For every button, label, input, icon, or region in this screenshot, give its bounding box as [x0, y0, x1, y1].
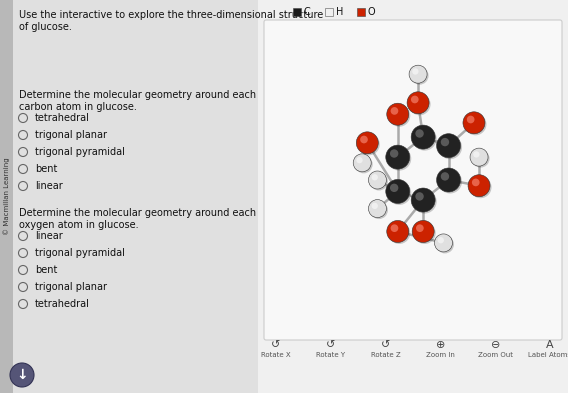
Text: ⊕: ⊕: [436, 340, 445, 350]
Text: carbon atom in glucose.: carbon atom in glucose.: [19, 102, 137, 112]
Circle shape: [391, 107, 398, 115]
Circle shape: [390, 184, 398, 192]
Bar: [293, 8, 301, 16]
Circle shape: [411, 125, 435, 149]
Text: oxygen atom in glucose.: oxygen atom in glucose.: [19, 220, 139, 230]
Bar: [0, 0, 13, 393]
Text: O: O: [368, 7, 375, 17]
Circle shape: [390, 149, 398, 158]
Text: C: C: [304, 7, 311, 17]
Text: ↺: ↺: [272, 340, 281, 350]
Text: ↓: ↓: [16, 368, 28, 382]
Circle shape: [412, 220, 434, 242]
Circle shape: [438, 135, 462, 159]
Text: trigonal pyramidal: trigonal pyramidal: [35, 147, 125, 157]
Circle shape: [370, 201, 388, 219]
Circle shape: [411, 67, 429, 84]
Circle shape: [387, 181, 411, 205]
Circle shape: [463, 112, 485, 134]
Circle shape: [358, 133, 380, 155]
Text: ↺: ↺: [381, 340, 390, 350]
Circle shape: [413, 189, 437, 213]
Circle shape: [414, 222, 436, 244]
Text: linear: linear: [35, 181, 62, 191]
Bar: [0, 0, 258, 393]
Text: of glucose.: of glucose.: [19, 22, 72, 32]
Text: Use the interactive to explore the three-dimensional structure: Use the interactive to explore the three…: [19, 10, 323, 20]
Circle shape: [467, 116, 474, 123]
Text: H: H: [336, 7, 344, 17]
Circle shape: [356, 132, 378, 154]
Circle shape: [441, 172, 449, 181]
Circle shape: [412, 68, 419, 75]
Circle shape: [353, 154, 371, 172]
Circle shape: [470, 176, 491, 198]
Text: Determine the molecular geometry around each: Determine the molecular geometry around …: [19, 90, 256, 100]
Circle shape: [360, 136, 368, 143]
Circle shape: [468, 175, 490, 197]
Circle shape: [437, 134, 461, 158]
Circle shape: [371, 174, 378, 180]
Circle shape: [415, 129, 424, 138]
Circle shape: [473, 151, 479, 158]
Circle shape: [387, 220, 409, 242]
Circle shape: [387, 103, 409, 125]
Circle shape: [416, 224, 424, 232]
Circle shape: [438, 169, 462, 193]
Text: A: A: [546, 340, 554, 350]
Circle shape: [437, 237, 444, 243]
Circle shape: [407, 92, 429, 114]
Circle shape: [370, 173, 388, 191]
Text: trigonal planar: trigonal planar: [35, 282, 107, 292]
Circle shape: [356, 157, 362, 163]
Text: tetrahedral: tetrahedral: [35, 113, 90, 123]
Text: trigonal pyramidal: trigonal pyramidal: [35, 248, 125, 258]
Bar: [258, 0, 568, 393]
Circle shape: [354, 155, 373, 173]
Circle shape: [391, 224, 398, 232]
Text: linear: linear: [35, 231, 62, 241]
Circle shape: [409, 65, 427, 83]
Text: ⊖: ⊖: [491, 340, 500, 350]
Circle shape: [411, 188, 435, 212]
Text: tetrahedral: tetrahedral: [35, 299, 90, 309]
Text: © Macmillan Learning: © Macmillan Learning: [3, 158, 10, 235]
Bar: [325, 8, 333, 16]
Circle shape: [386, 145, 410, 169]
Circle shape: [408, 93, 431, 115]
Circle shape: [10, 363, 34, 387]
Circle shape: [441, 138, 449, 146]
Circle shape: [411, 95, 419, 103]
Text: Rotate Z: Rotate Z: [371, 352, 400, 358]
Circle shape: [369, 171, 386, 189]
Text: Determine the molecular geometry around each: Determine the molecular geometry around …: [19, 208, 256, 218]
Circle shape: [389, 105, 410, 127]
Circle shape: [470, 148, 488, 166]
Circle shape: [369, 200, 386, 218]
Text: Label Atoms: Label Atoms: [528, 352, 568, 358]
Text: ↺: ↺: [326, 340, 336, 350]
Bar: [357, 8, 365, 16]
Circle shape: [435, 234, 453, 252]
Text: Zoom Out: Zoom Out: [478, 352, 513, 358]
Text: trigonal planar: trigonal planar: [35, 130, 107, 140]
Circle shape: [465, 113, 486, 135]
Text: bent: bent: [35, 265, 57, 275]
Circle shape: [387, 147, 411, 171]
Circle shape: [413, 127, 437, 151]
Text: Rotate Y: Rotate Y: [316, 352, 345, 358]
Circle shape: [437, 168, 461, 192]
Circle shape: [371, 203, 378, 209]
Circle shape: [436, 235, 454, 253]
Circle shape: [389, 222, 410, 244]
Circle shape: [472, 178, 479, 186]
Text: bent: bent: [35, 164, 57, 174]
Text: Zoom In: Zoom In: [426, 352, 455, 358]
Circle shape: [471, 150, 490, 168]
Circle shape: [415, 192, 424, 200]
FancyBboxPatch shape: [264, 20, 562, 340]
Circle shape: [386, 180, 410, 204]
Text: Rotate X: Rotate X: [261, 352, 291, 358]
